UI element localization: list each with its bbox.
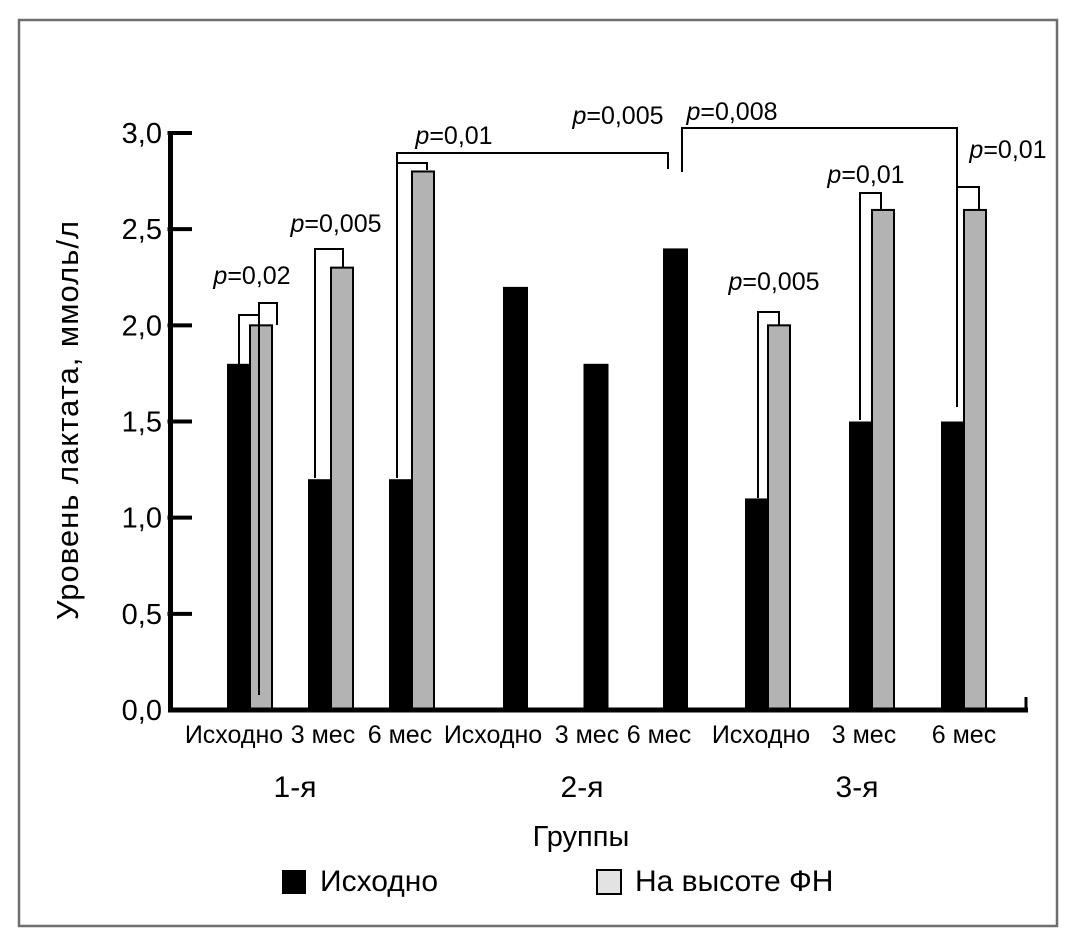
y-tick-label: 0,0 [122, 695, 162, 727]
y-tick-label: 2,5 [122, 214, 162, 246]
bar-peak-group3-cat3 [963, 208, 987, 712]
p-value-label-5: p=0,008 [685, 98, 777, 126]
bar-baseline-group2-cat2 [583, 363, 609, 710]
p-value-label-6: p=0,005 [727, 268, 819, 296]
bar-baseline-group1-cat1 [227, 363, 250, 710]
x-axis-title: Группы [533, 821, 630, 853]
y-tick-label: 1,0 [122, 503, 162, 535]
y-tick-label: 0,5 [122, 599, 162, 631]
p-value-label-4: p=0,005 [571, 102, 663, 130]
x-tick-label-group1-cat3: 6 мес [368, 721, 432, 749]
bar-baseline-group1-cat3 [389, 479, 412, 710]
significance-bracket-7 [859, 192, 882, 420]
x-tick-label-group2-cat2: 3 мес [555, 721, 619, 749]
group-label-1: 1-я [274, 771, 317, 804]
x-tick-label-group2-cat3: 6 мес [627, 721, 691, 749]
legend-label-baseline: Исходно [320, 865, 438, 898]
bar-baseline-group2-cat3 [663, 248, 688, 710]
legend-swatch-baseline [282, 870, 306, 894]
y-tick-label: 2,0 [122, 310, 162, 342]
significance-bracket-5 [681, 127, 958, 407]
significance-bracket-1 [238, 302, 278, 364]
x-tick-label-group3-cat3: 6 мес [932, 721, 996, 749]
group-label-2: 2-я [561, 771, 604, 804]
p-value-label-7: p=0,01 [826, 161, 904, 189]
group-label-3: 3-я [836, 771, 879, 804]
x-tick-label-group2-cat1: Исходно [444, 721, 542, 749]
legend-swatch-peak [596, 869, 622, 895]
y-tick-label: 1,5 [122, 407, 162, 439]
significance-bracket-4 [396, 152, 669, 478]
x-tick-label-group3-cat2: 3 мес [832, 721, 896, 749]
bar-peak-group3-cat2 [871, 208, 895, 712]
x-tick-label-group1-cat2: 3 мес [291, 721, 355, 749]
p-value-label-2: p=0,005 [289, 210, 381, 238]
significance-bracket-2 [314, 248, 344, 478]
p-value-label-8: p=0,01 [968, 136, 1046, 164]
bar-baseline-group3-cat2 [849, 421, 872, 710]
bar-baseline-group2-cat1 [503, 286, 528, 710]
bar-peak-group3-cat1 [767, 324, 791, 711]
bar-peak-group1-cat3 [411, 170, 435, 711]
p-value-label-1: p=0,02 [212, 262, 290, 290]
bar-peak-group1-cat2 [330, 266, 354, 711]
bar-baseline-group3-cat3 [941, 421, 964, 710]
significance-bracket-6 [757, 311, 780, 498]
bar-baseline-group3-cat1 [745, 498, 768, 710]
y-axis-title: Уровень лактата, ммоль/л [50, 220, 85, 620]
y-tick-label: 3,0 [122, 118, 162, 150]
bar-baseline-group1-cat2 [308, 479, 331, 710]
bar-peak-group1-cat1 [249, 324, 273, 711]
p-value-label-3: p=0,01 [414, 122, 492, 150]
legend-label-peak: На высоте ФН [635, 865, 833, 898]
significance-bracket-3 [397, 162, 428, 170]
x-tick-label-group1-cat1: Исходно [185, 721, 283, 749]
x-tick-label-group3-cat1: Исходно [712, 721, 810, 749]
figure-border [17, 18, 1059, 928]
significance-bracket-8 [957, 186, 980, 209]
